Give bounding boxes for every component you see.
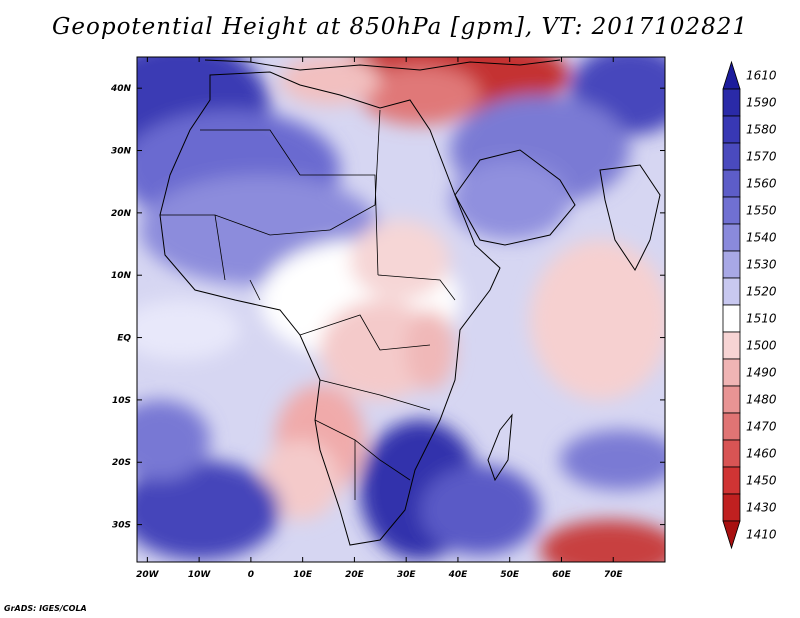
colorbar-label: 1590	[746, 96, 777, 110]
y-tick-label: 30S	[112, 521, 131, 531]
y-tick-label: 20S	[112, 458, 131, 468]
madagascar	[487, 413, 513, 482]
colorbar-swatch	[722, 250, 741, 279]
x-tick-label: 10E	[293, 570, 313, 580]
x-tick-label: 20E	[345, 570, 365, 580]
colorbar-swatch	[722, 439, 741, 468]
colorbar-label: 1490	[746, 366, 777, 380]
colorbar-label: 1410	[746, 528, 777, 542]
colorbar-label: 1550	[746, 204, 777, 218]
colorbar-swatch	[722, 115, 741, 144]
colorbar-label: 1480	[746, 393, 777, 407]
colorbar-label: 1470	[746, 420, 777, 434]
colorbar-label: 1510	[746, 312, 777, 326]
x-tick-label: 0	[248, 570, 254, 580]
india-coastline	[599, 164, 661, 271]
colorbar-swatch	[722, 412, 741, 441]
colorbar-swatch	[722, 277, 741, 306]
x-tick-label: 70E	[604, 570, 624, 580]
colorbar-swatch	[722, 385, 741, 414]
y-tick-label: 10S	[112, 396, 131, 406]
y-axis: 40N 30N 20N 10N EQ 10S 20S 30S	[110, 84, 665, 531]
colorbar-label: 1540	[746, 231, 777, 245]
grads-credit: GrADS: IGES/COLA	[4, 604, 87, 613]
colorbar-swatch	[722, 223, 741, 252]
colorbar-swatch	[722, 358, 741, 387]
colorbar-label: 1530	[746, 258, 777, 272]
x-tick-label: 60E	[552, 570, 572, 580]
arabia-coastline	[454, 149, 576, 246]
y-tick-label: EQ	[117, 334, 131, 344]
y-tick-label: 30N	[111, 147, 132, 157]
colorbar-swatch	[722, 196, 741, 225]
colorbar-swatch	[722, 142, 741, 171]
colorbar-label: 1560	[746, 177, 777, 191]
x-axis: 20W 10W 0 10E 20E 30E 40E 50E 60E 70E	[136, 57, 623, 580]
africa-coastline	[159, 71, 501, 546]
coastlines	[159, 59, 661, 546]
x-tick-label: 30E	[397, 570, 417, 580]
colorbar-swatch	[722, 60, 741, 90]
colorbar-label: 1450	[746, 474, 777, 488]
colorbar-swatch	[722, 331, 741, 360]
y-tick-label: 40N	[110, 84, 132, 94]
colorbar-label: 1570	[746, 150, 777, 164]
colorbar-swatch	[722, 304, 741, 333]
x-tick-label: 40E	[448, 570, 469, 580]
colorbar-label: 1610	[746, 69, 777, 83]
x-tick-label: 10W	[188, 570, 212, 580]
colorbar-label: 1500	[746, 339, 777, 353]
colorbar-swatch	[722, 169, 741, 198]
colorbar-swatch	[722, 466, 741, 495]
europe-coastline	[204, 59, 561, 71]
colorbar-label: 1580	[746, 123, 777, 137]
country-borders	[160, 109, 456, 500]
colorbar-swatch	[722, 88, 741, 117]
y-tick-label: 10N	[111, 271, 132, 281]
x-tick-label: 20W	[136, 570, 160, 580]
height-field	[137, 57, 665, 562]
map-title: Geopotential Height at 850hPa [gpm], VT:…	[52, 14, 748, 40]
colorbar-swatch	[722, 493, 741, 522]
colorbar-label: 1460	[746, 447, 777, 461]
x-tick-label: 50E	[500, 570, 520, 580]
y-tick-label: 20N	[111, 209, 132, 219]
colorbar-label: 1520	[746, 285, 777, 299]
map-frame	[136, 56, 666, 563]
colorbar-swatch	[722, 520, 741, 550]
colorbar-label: 1430	[746, 501, 777, 515]
